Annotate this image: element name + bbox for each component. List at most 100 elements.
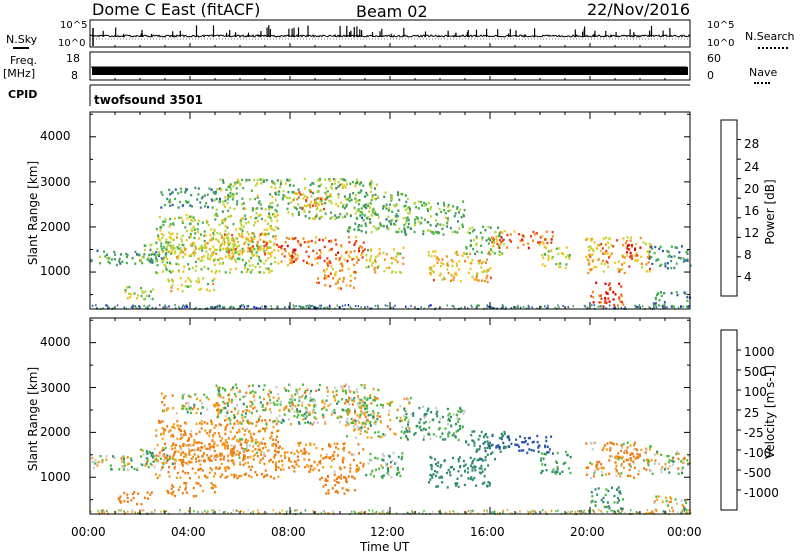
echo-cell: [244, 448, 247, 451]
echo-cell: [279, 454, 282, 458]
echo-cell: [464, 260, 466, 263]
echo-cell: [250, 236, 253, 239]
echo-cell: [677, 452, 680, 455]
echo-cell: [352, 192, 355, 195]
echo-cell: [666, 249, 669, 253]
echo-cell: [170, 237, 173, 240]
echo-cell: [322, 416, 325, 419]
echo-cell: [677, 457, 680, 461]
echo-cell: [386, 471, 389, 475]
echo-cell: [171, 203, 174, 207]
echo-cell: [203, 255, 205, 258]
freq-tick-bottom: 8: [71, 69, 78, 82]
echo-cell: [394, 215, 397, 218]
echo-cell: [359, 461, 362, 464]
echo-cell: [223, 233, 226, 236]
echo-cell: [236, 477, 239, 480]
echo-cell: [189, 243, 192, 246]
echo-cell: [366, 431, 369, 434]
echo-cell: [342, 461, 344, 464]
echo-cell: [264, 251, 266, 255]
echo-cell: [528, 306, 530, 309]
echo-cell: [198, 476, 200, 479]
echo-cell: [386, 227, 389, 230]
echo-cell: [372, 387, 375, 391]
echo-cell: [256, 441, 259, 444]
echo-cell: [438, 207, 441, 211]
echo-cell: [114, 511, 117, 513]
echo-cell: [358, 421, 361, 424]
echo-cell: [176, 246, 179, 249]
echo-cell: [653, 501, 656, 504]
echo-cell: [475, 242, 478, 245]
echo-cell: [165, 268, 168, 272]
echo-cell: [618, 282, 621, 285]
echo-cell: [185, 444, 188, 447]
echo-cell: [329, 217, 332, 220]
echo-cell: [607, 241, 610, 244]
echo-cell: [620, 512, 622, 515]
echo-cell: [221, 179, 224, 182]
echo-cell: [518, 233, 521, 236]
echo-cell: [426, 207, 429, 211]
echo-cell: [382, 474, 385, 477]
echo-cell: [277, 245, 280, 248]
echo-cell: [666, 306, 668, 309]
echo-cell: [447, 414, 450, 417]
echo-cell: [653, 453, 656, 456]
echo-cell: [264, 232, 267, 236]
echo-cell: [231, 256, 234, 260]
echo-cell: [239, 221, 242, 224]
echo-cell: [359, 245, 362, 248]
echo-cell: [423, 307, 426, 310]
echo-cell: [173, 423, 176, 426]
echo-cell: [227, 466, 230, 470]
echo-cell: [556, 451, 559, 455]
echo-cell: [262, 408, 265, 412]
echo-cell: [252, 407, 255, 410]
echo-cell: [194, 251, 197, 255]
echo-cell: [597, 468, 600, 471]
echo-cell: [659, 245, 662, 248]
echo-cell: [160, 242, 163, 245]
echo-cell: [498, 253, 501, 257]
echo-cell: [418, 406, 421, 410]
echo-cell: [455, 422, 457, 426]
echo-cell: [353, 250, 356, 253]
echo-cell: [427, 221, 430, 224]
echo-cell: [232, 248, 235, 251]
echo-cell: [273, 249, 276, 252]
echo-cell: [215, 466, 218, 469]
echo-cell: [310, 195, 313, 198]
echo-cell: [246, 268, 249, 271]
echo-cell: [522, 441, 525, 444]
echo-cell: [269, 458, 272, 461]
echo-cell: [171, 284, 174, 287]
echo-cell: [469, 232, 471, 235]
echo-cell: [242, 395, 245, 398]
echo-cell: [471, 459, 474, 463]
echo-cell: [442, 438, 445, 441]
echo-cell: [555, 472, 558, 475]
echo-cell: [217, 412, 220, 415]
echo-cell: [363, 214, 366, 217]
echo-cell: [556, 468, 559, 471]
echo-cell: [234, 251, 237, 254]
echo-cell: [205, 246, 208, 249]
echo-cell: [542, 256, 545, 260]
echo-cell: [227, 232, 230, 236]
echo-cell: [639, 246, 642, 249]
echo-cell: [620, 449, 622, 453]
echo-cell: [422, 427, 425, 431]
echo-cell: [259, 401, 262, 404]
echo-cell: [137, 512, 139, 515]
echo-cell: [215, 212, 218, 215]
echo-cell: [224, 199, 227, 202]
echo-cell: [202, 459, 205, 462]
echo-cell: [427, 209, 429, 212]
echo-cell: [683, 456, 686, 460]
echo-cell: [99, 262, 102, 265]
echo-cell: [324, 483, 327, 486]
echo-cell: [144, 464, 147, 467]
echo-cell: [356, 181, 359, 184]
